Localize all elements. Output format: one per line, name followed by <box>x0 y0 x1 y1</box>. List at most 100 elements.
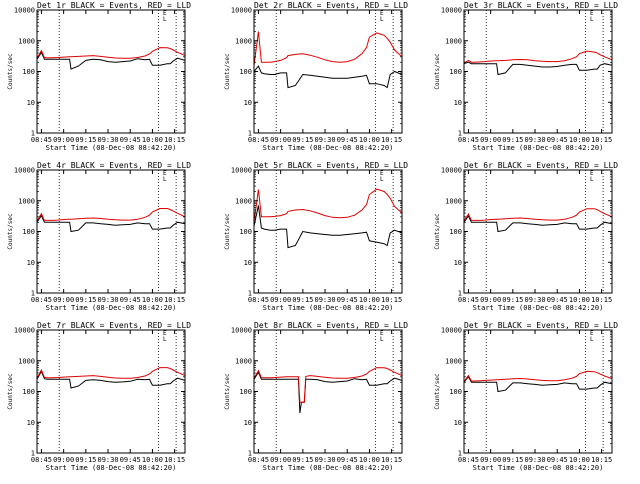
x-axis-label: Start Time (08-Dec-08 08:42:20) <box>46 144 177 152</box>
marker-label: E <box>163 10 167 17</box>
series-line <box>254 205 402 249</box>
series-line <box>37 208 185 222</box>
x-tick-label: 09:30 <box>98 136 119 144</box>
y-axis-label: Counts/sec <box>7 53 14 90</box>
x-axis-label: Start Time (08-Dec-08 08:42:20) <box>263 144 394 152</box>
chart-title: Det 2r BLACK = Events, RED = LLD <box>254 1 408 10</box>
y-tick-label: 10000 <box>14 7 35 15</box>
x-tick-label: 10:00 <box>142 296 163 304</box>
y-tick-label: 1000 <box>445 357 462 365</box>
x-tick-label: 09:00 <box>270 296 291 304</box>
marker-label: L <box>380 336 384 343</box>
x-tick-label: 10:15 <box>164 296 185 304</box>
x-tick-label: 09:15 <box>502 296 523 304</box>
x-tick-label: 09:00 <box>53 296 74 304</box>
marker-label: L <box>380 176 384 183</box>
series-line <box>37 370 185 389</box>
series-line <box>254 367 402 403</box>
x-tick-label: 10:00 <box>569 296 590 304</box>
y-tick-label: 100 <box>22 228 35 236</box>
chart-title: Det 9r BLACK = Events, RED = LLD <box>464 321 618 330</box>
y-tick-label: 100 <box>22 388 35 396</box>
y-tick-label: 1000 <box>18 357 35 365</box>
x-tick-label: 09:00 <box>480 296 501 304</box>
x-axis-label: Start Time (08-Dec-08 08:42:20) <box>46 464 177 472</box>
y-tick-label: 10000 <box>441 7 462 15</box>
series-line <box>464 61 612 76</box>
marker-label: L <box>163 176 167 183</box>
marker-label: E <box>590 10 594 17</box>
y-tick-label: 1000 <box>235 37 252 45</box>
marker-label: E <box>590 330 594 337</box>
x-tick-label: 10:15 <box>164 456 185 464</box>
y-axis-label: Counts/sec <box>434 53 441 90</box>
y-tick-label: 100 <box>449 68 462 76</box>
x-tick-label: 10:15 <box>381 456 402 464</box>
x-tick-label: 09:30 <box>98 296 119 304</box>
x-axis-label: Start Time (08-Dec-08 08:42:20) <box>46 304 177 312</box>
y-tick-label: 1 <box>458 130 462 138</box>
x-tick-label: 09:45 <box>337 456 358 464</box>
y-tick-label: 1 <box>458 290 462 298</box>
x-axis-label: Start Time (08-Dec-08 08:42:20) <box>473 144 604 152</box>
series-line <box>254 188 402 223</box>
y-tick-label: 1 <box>248 130 252 138</box>
y-tick-label: 10000 <box>231 327 252 335</box>
x-tick-label: 09:15 <box>502 136 523 144</box>
x-tick-label: 08:45 <box>248 456 269 464</box>
y-tick-label: 10 <box>244 419 252 427</box>
y-tick-label: 10 <box>454 259 462 267</box>
y-axis-label: Counts/sec <box>224 53 231 90</box>
x-tick-label: 10:00 <box>359 456 380 464</box>
series-line <box>37 214 185 233</box>
x-tick-label: 09:45 <box>120 296 141 304</box>
y-tick-label: 100 <box>449 388 462 396</box>
y-tick-label: 10000 <box>14 327 35 335</box>
y-tick-label: 1000 <box>235 197 252 205</box>
marker-label: E <box>163 170 167 177</box>
x-tick-label: 10:15 <box>381 296 402 304</box>
x-tick-label: 09:15 <box>292 296 313 304</box>
x-tick-label: 10:15 <box>591 456 612 464</box>
x-tick-label: 09:15 <box>75 136 96 144</box>
marker-label: L <box>163 336 167 343</box>
x-tick-label: 09:00 <box>270 456 291 464</box>
y-axis-label: Counts/sec <box>7 373 14 410</box>
y-tick-label: 10000 <box>441 167 462 175</box>
x-tick-label: 10:15 <box>164 136 185 144</box>
y-tick-label: 10 <box>244 99 252 107</box>
x-tick-label: 09:45 <box>337 136 358 144</box>
y-tick-label: 1000 <box>18 37 35 45</box>
y-tick-label: 10000 <box>231 167 252 175</box>
x-tick-label: 10:15 <box>591 296 612 304</box>
x-tick-label: 09:30 <box>315 456 336 464</box>
chart-title: Det 4r BLACK = Events, RED = LLD <box>37 161 191 170</box>
x-tick-label: 09:30 <box>315 136 336 144</box>
y-tick-label: 1000 <box>445 197 462 205</box>
x-tick-label: 10:00 <box>569 136 590 144</box>
marker-label: L <box>380 16 384 23</box>
x-tick-label: 09:30 <box>525 296 546 304</box>
marker-label: L <box>590 336 594 343</box>
marker-label: E <box>380 10 384 17</box>
y-tick-label: 10000 <box>441 327 462 335</box>
y-tick-label: 10 <box>244 259 252 267</box>
marker-label: E <box>163 330 167 337</box>
x-tick-label: 09:45 <box>547 136 568 144</box>
series-line <box>464 215 612 233</box>
x-tick-label: 10:15 <box>591 136 612 144</box>
y-tick-label: 100 <box>22 68 35 76</box>
marker-label: L <box>163 16 167 23</box>
y-tick-label: 10 <box>27 99 35 107</box>
x-tick-label: 09:00 <box>53 456 74 464</box>
x-tick-label: 09:30 <box>98 456 119 464</box>
x-tick-label: 08:45 <box>248 136 269 144</box>
